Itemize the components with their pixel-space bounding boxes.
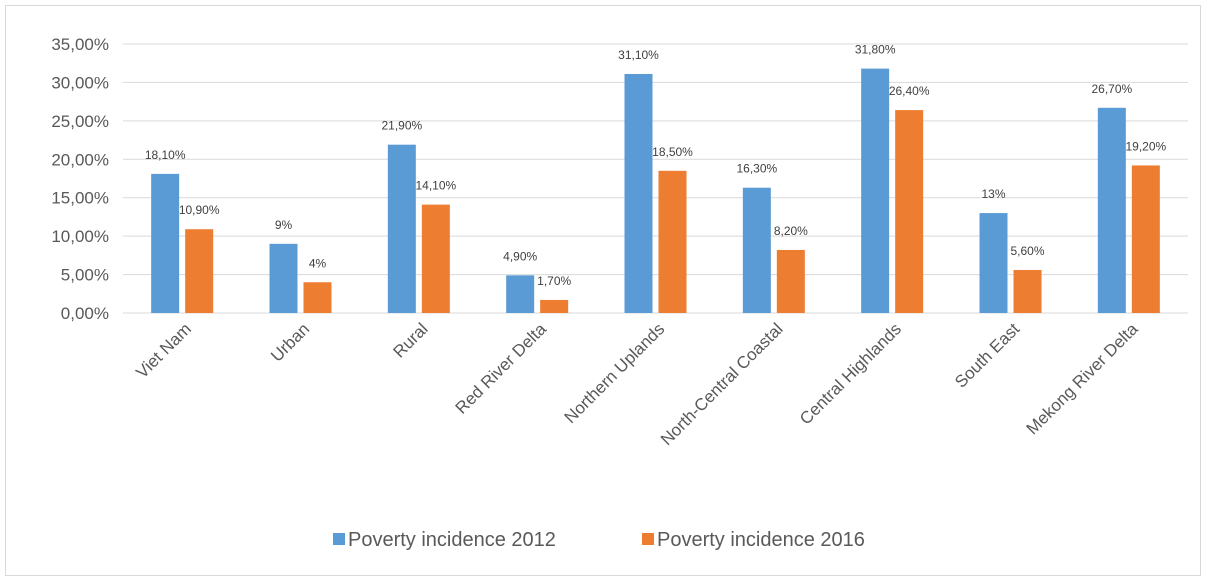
y-tick-label: 30,00%: [51, 73, 109, 92]
bar-2012: [1097, 107, 1126, 313]
bar-2016: [185, 229, 214, 313]
data-label: 26,70%: [1091, 82, 1132, 96]
bar-2012: [387, 144, 416, 313]
data-label: 18,10%: [145, 148, 186, 162]
data-label: 4,90%: [503, 249, 537, 263]
legend-swatch: [333, 533, 345, 545]
legend-label: Poverty incidence 2016: [657, 529, 865, 551]
data-label: 21,90%: [381, 119, 422, 133]
bar-2016: [776, 249, 805, 313]
y-tick-label: 25,00%: [51, 112, 109, 131]
data-label: 19,20%: [1125, 139, 1166, 153]
y-axis-ticks: 0,00% 5,00% 10,00% 15,00% 20,00% 25,00% 30,00%…: [51, 35, 109, 323]
bar-2012: [861, 68, 890, 313]
data-label: 4%: [309, 256, 327, 270]
bars: [151, 68, 1160, 314]
data-label: 18,50%: [652, 145, 693, 159]
data-label: 5,60%: [1010, 244, 1044, 258]
legend: Poverty incidence 2012 Poverty incidence …: [333, 529, 865, 551]
data-label: 9%: [275, 218, 293, 232]
y-tick-label: 20,00%: [51, 150, 109, 169]
data-label: 13%: [981, 187, 1005, 201]
bar-2012: [506, 275, 535, 313]
legend-label: Poverty incidence 2012: [348, 529, 556, 551]
bar-2012: [151, 173, 180, 313]
x-tick-label: Rural: [390, 319, 432, 361]
x-tick-label: Central Highlands: [796, 319, 905, 428]
bar-2012: [624, 73, 653, 313]
bar-2016: [303, 282, 332, 313]
bar-2016: [895, 110, 924, 314]
x-tick-label: North-Central Coastal: [657, 319, 787, 449]
x-tick-label: Viet Nam: [132, 319, 195, 382]
gridlines: [123, 43, 1188, 314]
data-label: 31,80%: [855, 43, 896, 57]
bar-2012: [979, 213, 1008, 313]
bar-2016: [1013, 269, 1042, 313]
data-label: 8,20%: [774, 224, 808, 238]
y-tick-label: 5,00%: [61, 266, 109, 285]
x-tick-label: Northern Uplands: [561, 319, 669, 427]
data-label: 1,70%: [537, 274, 571, 288]
data-label: 14,10%: [415, 179, 456, 193]
x-tick-label: Mekong River Delta: [1023, 319, 1142, 438]
data-label: 26,40%: [889, 84, 930, 98]
y-tick-label: 15,00%: [51, 189, 109, 208]
y-tick-label: 10,00%: [51, 227, 109, 246]
data-labels: 18,10% 10,90% 9% 4% 21,90% 14,10% 4,90%1,70% 31…: [145, 43, 1167, 288]
bar-2012: [269, 243, 298, 313]
chart-frame: [5, 5, 1201, 576]
data-label: 31,10%: [618, 48, 659, 62]
x-tick-label: Red River Delta: [452, 319, 551, 418]
data-label: 10,90%: [179, 203, 220, 217]
bar-2016: [1131, 165, 1160, 313]
bar-2012: [742, 187, 771, 313]
legend-swatch: [642, 533, 654, 545]
bar-2016: [658, 170, 687, 313]
x-axis-ticks: Viet Nam Urban Rural Red River Delta Norther…: [132, 319, 1142, 449]
data-label: 16,30%: [736, 162, 777, 176]
y-tick-label: 0,00%: [61, 304, 109, 323]
x-tick-label: South East: [951, 319, 1023, 391]
x-tick-label: Urban: [267, 319, 313, 365]
y-tick-label: 35,00%: [51, 35, 109, 54]
bar-2016: [421, 204, 450, 313]
bar-2016: [540, 299, 569, 313]
